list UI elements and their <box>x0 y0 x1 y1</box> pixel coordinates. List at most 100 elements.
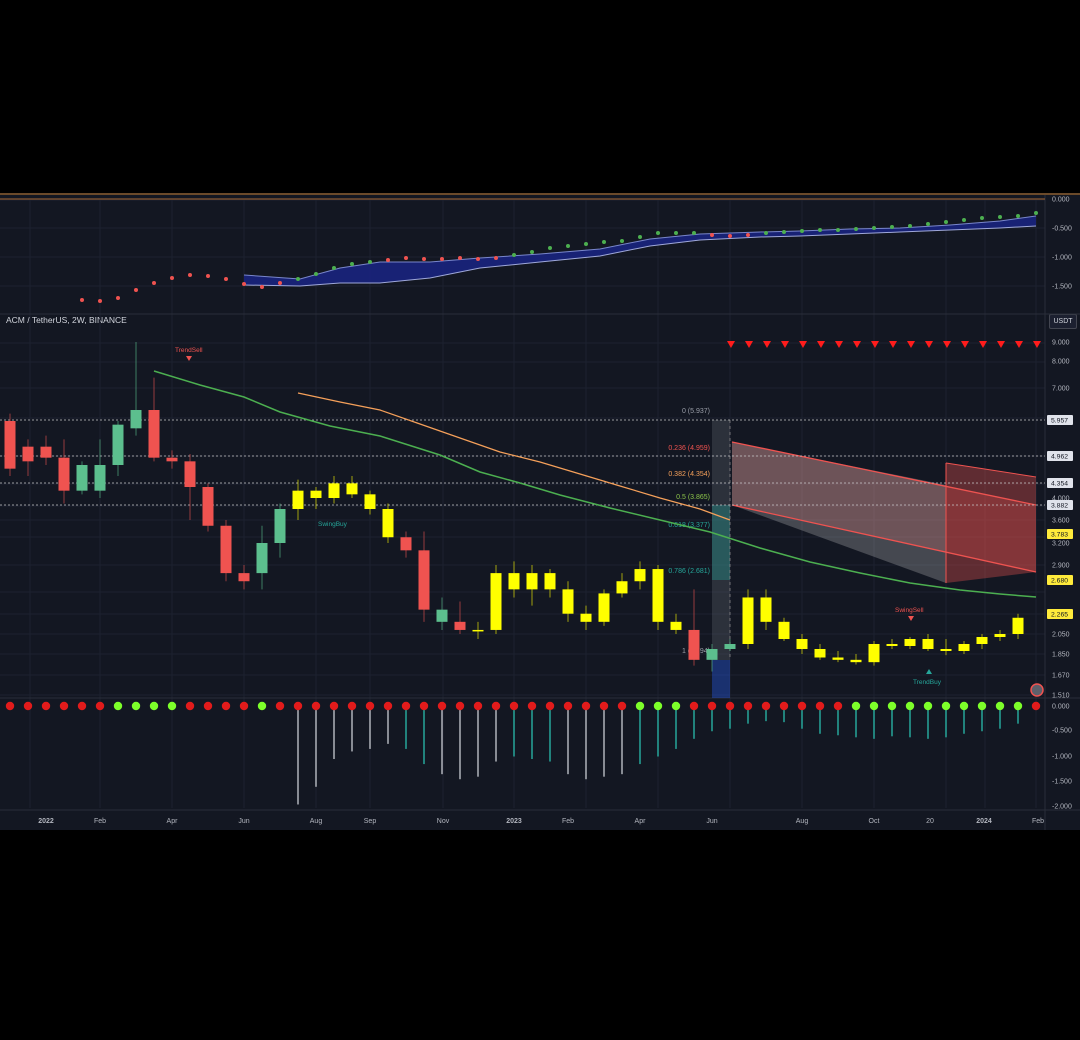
cloud-lower-line <box>243 225 1037 287</box>
sell-signal-triangle <box>979 341 987 348</box>
sell-signal-triangle <box>997 341 1005 348</box>
squeeze-dot <box>779 701 789 711</box>
candle-body <box>112 424 124 465</box>
top-pane-tick: -1.500 <box>1052 284 1072 291</box>
oscillator-dot <box>746 233 750 237</box>
squeeze-dot <box>995 701 1005 711</box>
price-tick: 1.670 <box>1052 673 1070 680</box>
oscillator-dot <box>242 282 246 286</box>
price-tag-bg <box>1047 575 1073 585</box>
time-axis-label: Feb <box>1032 818 1044 825</box>
candle-body <box>76 465 88 491</box>
time-axis-label: Oct <box>869 818 880 825</box>
time-axis-label: 2022 <box>38 818 54 825</box>
squeeze-dot <box>59 701 69 711</box>
oscillator-dot <box>386 258 390 262</box>
squeeze-dot <box>473 701 483 711</box>
candle-body <box>364 494 376 509</box>
time-axis-label: Aug <box>310 818 323 825</box>
squeeze-dot <box>329 701 339 711</box>
fib-level-label: 0 (5.937) <box>682 408 710 415</box>
oscillator-dot <box>548 246 552 250</box>
oscillator-dot <box>908 224 912 228</box>
swing-buy-label: SwingBuy <box>318 521 348 528</box>
candle-body <box>328 483 340 498</box>
sell-signal-triangle <box>781 341 789 348</box>
oscillator-dot <box>116 296 120 300</box>
oscillator-dot <box>962 218 966 222</box>
squeeze-dot <box>23 701 33 711</box>
squeeze-dot <box>203 701 213 711</box>
squeeze-dot <box>455 701 465 711</box>
squeeze-dot <box>491 701 501 711</box>
oscillator-dot <box>440 257 444 261</box>
price-tag: 4.354 <box>1051 481 1068 488</box>
trend-sell-label: TrendSell <box>175 347 203 354</box>
price-tick: 3.600 <box>1052 518 1070 525</box>
candle-body <box>166 457 178 462</box>
oscillator-dot <box>890 225 894 229</box>
trend-buy-marker <box>926 669 932 674</box>
oscillator-dot <box>602 240 606 244</box>
squeeze-dot <box>815 701 825 711</box>
bottom-pane-tick: -0.500 <box>1052 728 1072 735</box>
swing-sell-label: SwingSell <box>895 607 924 614</box>
candle-body <box>598 593 610 622</box>
candle-body <box>58 457 70 491</box>
candle-body <box>688 629 700 660</box>
oscillator-dot <box>332 266 336 270</box>
price-tag: 4.962 <box>1051 454 1068 461</box>
oscillator-dot <box>926 222 930 226</box>
sma-green-line <box>153 370 1037 598</box>
oscillator-dot <box>368 260 372 264</box>
sell-signal-triangle <box>727 341 735 348</box>
squeeze-dot <box>527 701 537 711</box>
squeeze-dot <box>833 701 843 711</box>
squeeze-dot <box>905 701 915 711</box>
time-axis-label: Jun <box>238 818 249 825</box>
sell-signal-triangle <box>1033 341 1041 348</box>
squeeze-dot <box>383 701 393 711</box>
swing-sell-marker <box>908 616 914 621</box>
trend-buy-label: TrendBuy <box>913 679 942 686</box>
candle-body <box>346 483 358 495</box>
sell-signal-triangle <box>907 341 915 348</box>
price-tag: 2.265 <box>1051 612 1068 619</box>
candle-body <box>976 637 988 644</box>
squeeze-dot <box>5 701 15 711</box>
candle-body <box>814 649 826 658</box>
candle-body <box>310 490 322 498</box>
sma-orange-line <box>297 392 731 521</box>
squeeze-dot <box>923 701 933 711</box>
candle-body <box>652 569 664 622</box>
squeeze-dot <box>581 701 591 711</box>
oscillator-dot <box>692 231 696 235</box>
oscillator-dot <box>224 277 228 281</box>
candle-body <box>706 649 718 660</box>
squeeze-dot <box>887 701 897 711</box>
candle-body <box>526 573 538 590</box>
price-tick: 9.000 <box>1052 340 1070 347</box>
sell-signal-triangle <box>763 341 771 348</box>
candle-body <box>148 410 160 458</box>
oscillator-dot <box>872 226 876 230</box>
fib-level-label: 0.618 (3.377) <box>668 522 710 529</box>
candle-body <box>760 597 772 622</box>
chart-frame <box>0 193 1080 830</box>
squeeze-dot <box>959 701 969 711</box>
bottom-pane-tick: -1.500 <box>1052 779 1072 786</box>
top-pane-tick: -1.000 <box>1052 255 1072 262</box>
fib-level-label: 0.5 (3.865) <box>676 494 710 501</box>
fib-level-label: 0.382 (4.354) <box>668 471 710 478</box>
squeeze-dot <box>419 701 429 711</box>
time-axis-label: Feb <box>562 818 574 825</box>
oscillator-dot <box>584 242 588 246</box>
time-axis-label: Apr <box>635 818 647 825</box>
candle-body <box>868 644 880 663</box>
time-axis-label: 20 <box>926 818 934 825</box>
candle-body <box>886 644 898 646</box>
candle-body <box>580 613 592 622</box>
oscillator-dot <box>530 250 534 254</box>
candle-body <box>940 649 952 651</box>
